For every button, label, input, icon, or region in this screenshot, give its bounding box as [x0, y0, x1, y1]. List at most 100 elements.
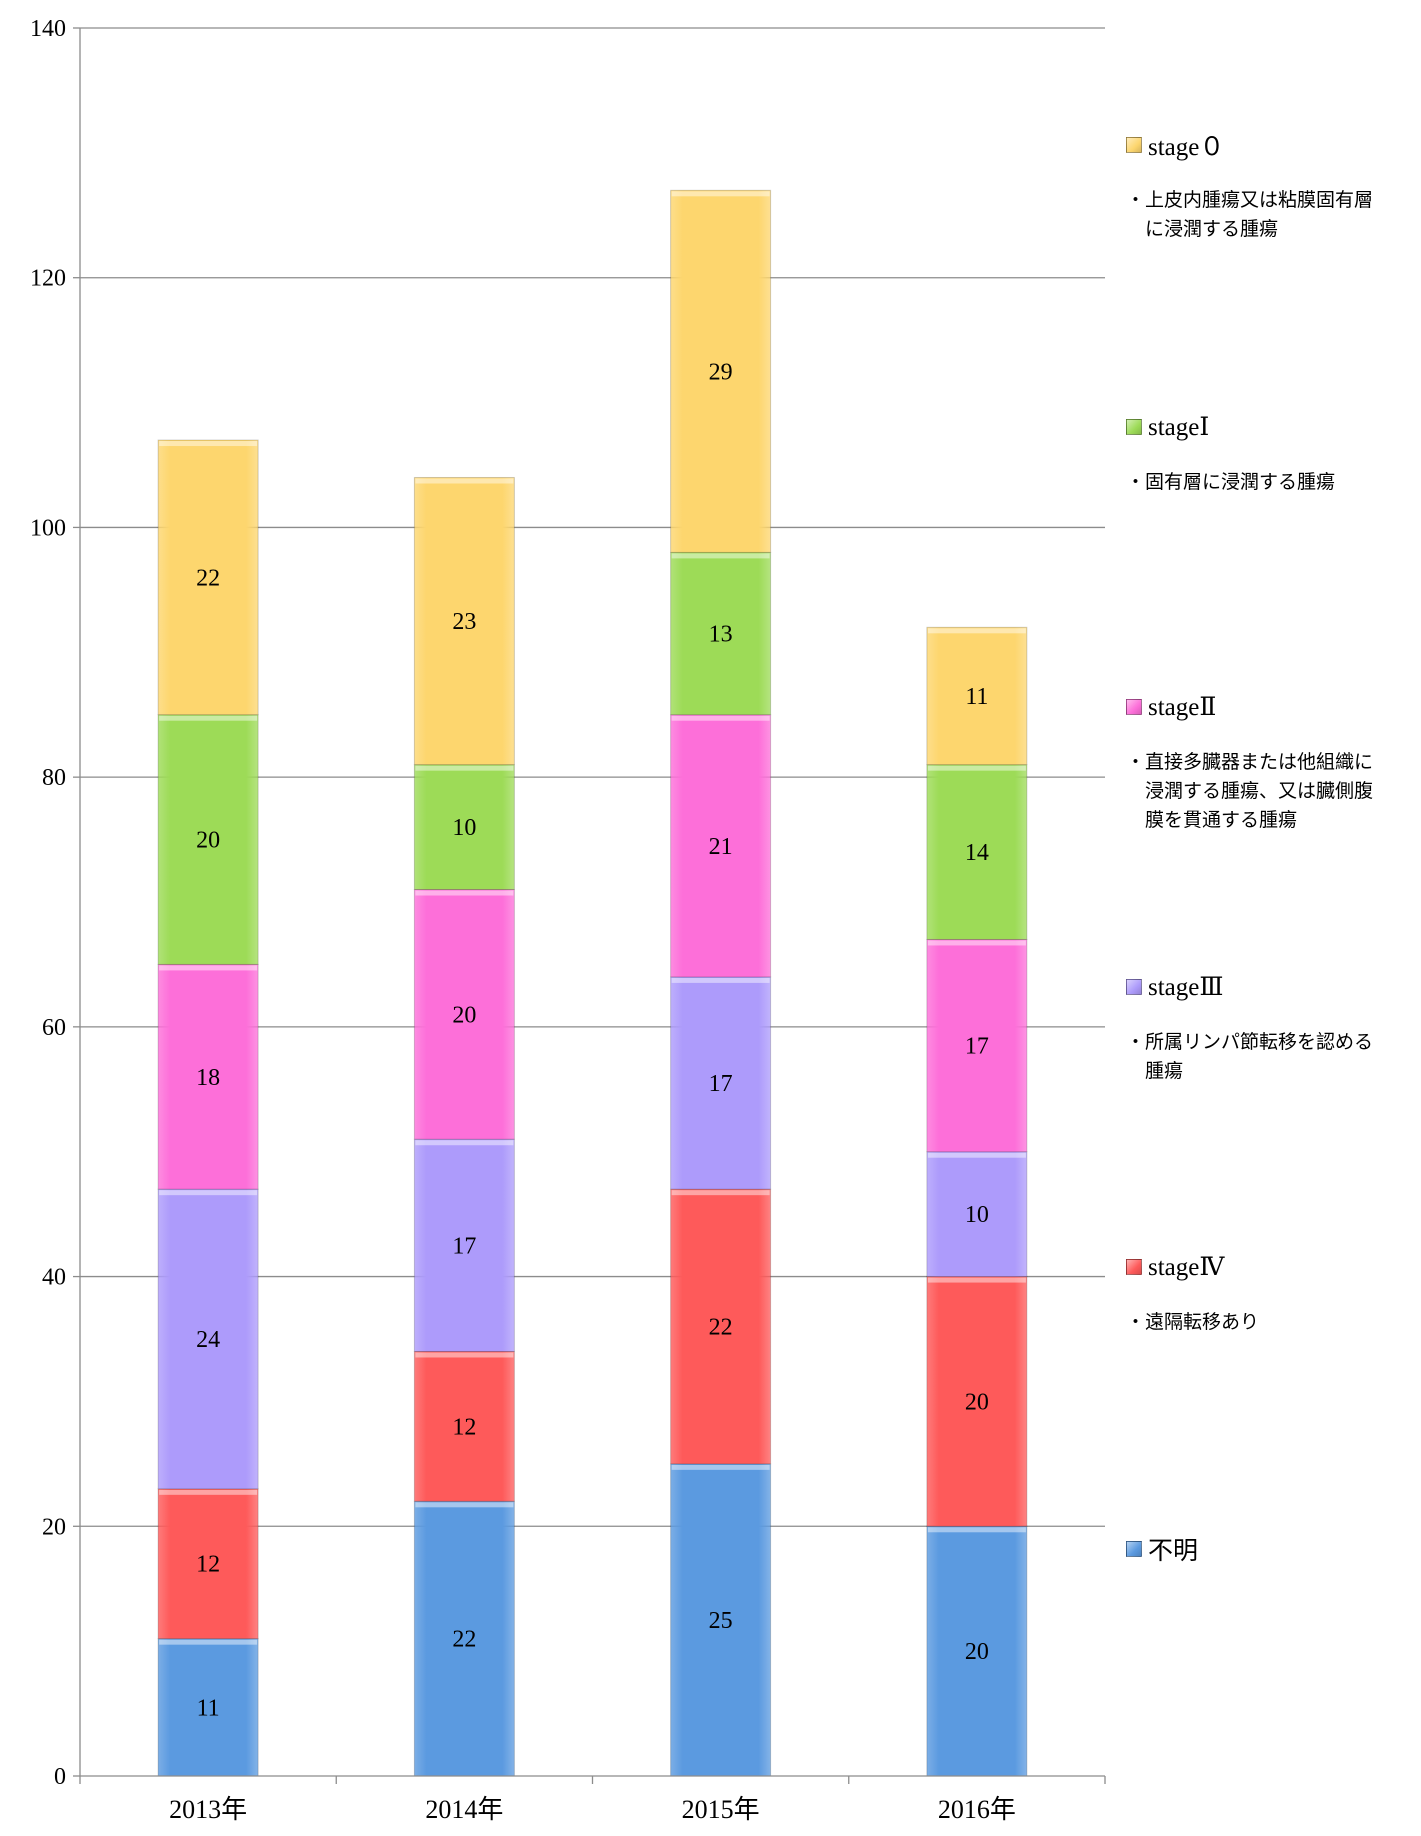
bar-bevel: [671, 1190, 770, 1196]
data-label: 22: [709, 1315, 733, 1341]
bar: [413, 1350, 515, 1502]
bar-bevel: [927, 940, 1026, 946]
legend-label: stageⅣ: [1148, 1254, 1225, 1281]
bar-segment: 25: [670, 1463, 772, 1777]
legend-entry: stageⅡ ・直接多臓器または他組織に 浸潤する腫瘍、又は臓側腹 膜を貫通する腫…: [1126, 692, 1416, 835]
data-label: 20: [452, 1002, 476, 1028]
data-label: 10: [452, 815, 476, 841]
bar-bevel: [159, 965, 258, 971]
bar-bevel: [927, 1277, 1026, 1283]
bar: [157, 1488, 259, 1640]
bar: [157, 1188, 259, 1490]
bar-bevel: [927, 765, 1026, 771]
y-tick-label: 0: [54, 1764, 66, 1790]
bar-bevel: [927, 628, 1026, 634]
data-label: 11: [965, 684, 988, 710]
y-tick-label: 140: [30, 16, 66, 42]
bar: [926, 1151, 1028, 1278]
bar-segment: 22: [157, 439, 259, 716]
bar-segment: 17: [670, 976, 772, 1190]
bar-bevel: [671, 191, 770, 197]
legend-label: stage０: [1148, 134, 1225, 161]
legend-swatch: [1126, 979, 1142, 995]
bar-bevel: [159, 715, 258, 721]
bar-bevel: [159, 1639, 258, 1645]
legend-entry: stageⅣ ・遠隔転移あり: [1126, 1252, 1416, 1337]
bar-bevel: [415, 1502, 514, 1508]
bar-segment: 11: [157, 1638, 259, 1777]
data-label: 22: [452, 1627, 476, 1653]
legend-entry-head: stageⅣ: [1126, 1252, 1416, 1282]
legend-entry-head: stageⅡ: [1126, 692, 1416, 722]
legend-label: stageⅠ: [1148, 414, 1210, 441]
legend-entry: stageⅢ ・所属リンパ節転移を認める 腫瘍: [1126, 972, 1416, 1086]
bar-bevel: [415, 478, 514, 484]
legend-entry-head: stageⅢ: [1126, 972, 1416, 1002]
bar: [157, 439, 259, 716]
bar: [926, 938, 1028, 1153]
bar-segment: 21: [670, 714, 772, 978]
legend-swatch: [1126, 1541, 1142, 1557]
legend-entry-head: stageⅠ: [1126, 412, 1416, 442]
legend-entry-head: stage０: [1126, 130, 1416, 161]
legend-description: ・直接多臓器または他組織に 浸潤する腫瘍、又は臓側腹 膜を貫通する腫瘍: [1126, 751, 1374, 831]
bar-segment: 12: [413, 1350, 515, 1502]
x-tick-label: 2013年: [169, 1795, 247, 1824]
legend-swatch: [1126, 419, 1142, 435]
bar-bevel: [415, 890, 514, 896]
bar: [413, 764, 515, 891]
data-label: 23: [452, 609, 476, 635]
bar: [413, 1500, 515, 1777]
bar: [413, 889, 515, 1140]
bar-segment: 29: [670, 189, 772, 553]
legend-description: ・上皮内腫瘍又は粘膜固有層 に浸潤する腫瘍: [1126, 189, 1374, 240]
bar-segment: 22: [670, 1188, 772, 1465]
bar: [670, 714, 772, 978]
legend: stage０ ・上皮内腫瘍又は粘膜固有層 に浸潤する腫瘍 stageⅠ ・固有層に浸潤…: [1126, 0, 1416, 1836]
x-tick-label: 2016年: [938, 1795, 1016, 1824]
bar: [413, 476, 515, 766]
bar: [413, 1138, 515, 1352]
legend-swatch: [1126, 1259, 1142, 1275]
bar: [670, 1463, 772, 1777]
axes: 0 20 40 60 80 100 120 140 2013年 2014年 2015年 2016年: [30, 16, 1106, 1824]
y-tick-label: 120: [30, 266, 66, 292]
y-tick-label: 100: [30, 515, 66, 541]
data-label: 18: [196, 1065, 220, 1091]
bar: [157, 714, 259, 965]
data-label: 25: [709, 1608, 733, 1634]
bar: [670, 976, 772, 1190]
bar: [670, 1188, 772, 1465]
legend-entry-head: 不明: [1126, 1534, 1416, 1565]
legend-label: stageⅡ: [1148, 694, 1217, 721]
legend-entry: stage０ ・上皮内腫瘍又は粘膜固有層 に浸潤する腫瘍: [1126, 130, 1416, 244]
bar: [926, 764, 1028, 940]
bar: [926, 1276, 1028, 1527]
x-tick-label: 2015年: [682, 1795, 760, 1824]
legend-swatch: [1126, 137, 1142, 153]
bar-bevel: [927, 1152, 1026, 1158]
data-label: 10: [965, 1202, 989, 1228]
bar-segment: 24: [157, 1188, 259, 1490]
bar: [157, 963, 259, 1190]
data-label: 29: [709, 359, 733, 385]
bar-segment: 20: [413, 889, 515, 1140]
legend-description: ・固有層に浸潤する腫瘍: [1126, 471, 1336, 493]
bar-segment: 20: [926, 1525, 1028, 1777]
bar-bevel: [159, 1190, 258, 1196]
bar-bevel: [671, 553, 770, 559]
bar-bevel: [415, 765, 514, 771]
bar-segment: 22: [413, 1500, 515, 1777]
x-tick-label: 2014年: [425, 1795, 503, 1824]
legend-label: 不明: [1148, 1538, 1199, 1565]
data-label: 17: [452, 1233, 476, 1259]
bar-segment: 11: [926, 626, 1028, 766]
bars: 11 12 24 18 20 22 22 12 17 20 10 23 25 22 17 21 13 29 20 20…: [157, 189, 1028, 1777]
data-label: 12: [452, 1414, 476, 1440]
data-label: 17: [965, 1034, 989, 1060]
data-label: 13: [709, 622, 733, 648]
bar-segment: 18: [157, 963, 259, 1190]
bar-segment: 10: [413, 764, 515, 891]
data-label: 21: [709, 834, 733, 860]
